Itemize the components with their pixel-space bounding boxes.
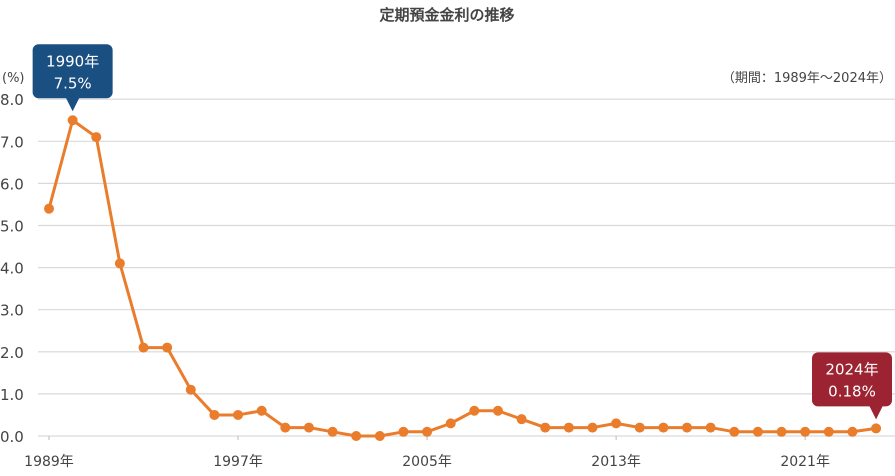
data-point-2009: [516, 414, 527, 425]
data-point-1996: [209, 409, 220, 420]
callout-pointer: [65, 97, 80, 112]
chart-title: 定期預金金利の推移: [379, 6, 514, 24]
callout-pointer: [869, 405, 884, 420]
data-point-1998: [256, 405, 267, 416]
data-point-2013: [611, 418, 622, 429]
x-tick-label: 1989年: [24, 454, 74, 470]
period-note: （期間：1989年〜2024年）: [722, 71, 892, 86]
callout-value: 0.18%: [828, 382, 876, 400]
data-point-2020: [776, 426, 787, 437]
data-point-2023: [847, 426, 858, 437]
data-point-1991: [91, 132, 102, 143]
data-point-2021: [800, 426, 811, 437]
y-tick-label: 7.0: [0, 133, 24, 151]
callout-box: [32, 44, 113, 99]
data-point-2019: [752, 426, 763, 437]
data-point-1994: [162, 342, 173, 353]
data-point-2017: [705, 422, 716, 433]
y-tick-label: 6.0: [0, 175, 24, 193]
data-point-2006: [445, 418, 456, 429]
x-tick-label: 2005年: [402, 454, 452, 470]
callout-year: 1990年: [46, 52, 99, 70]
data-point-2014: [634, 422, 645, 433]
data-point-1997: [233, 409, 244, 420]
y-tick-label: 4.0: [0, 260, 24, 278]
data-point-1989: [44, 203, 54, 214]
data-point-1995: [185, 384, 196, 395]
data-point-2003: [374, 431, 385, 441]
callout-1990: 1990年 7.5%: [32, 44, 113, 112]
callout-box: [812, 352, 892, 407]
data-point-1990: [67, 115, 78, 126]
y-tick-label: 1.0: [0, 386, 24, 404]
y-tick-label: 5.0: [0, 218, 24, 236]
data-point-2016: [682, 422, 693, 433]
data-point-2008: [492, 405, 503, 416]
callout-year: 2024年: [825, 360, 878, 378]
data-point-2011: [563, 422, 574, 433]
callout-2024: 2024年 0.18%: [812, 352, 892, 420]
y-tick-label: 3.0: [0, 302, 24, 320]
series-line: [47, 118, 877, 438]
x-tick-label: 2021年: [780, 454, 830, 470]
x-tick-label: 2013年: [591, 454, 641, 470]
data-point-2015: [658, 422, 669, 433]
data-point-2004: [398, 426, 409, 437]
data-point-2024: [871, 423, 882, 434]
callout-value: 7.5%: [54, 74, 92, 92]
y-tick-label: 2.0: [0, 344, 24, 362]
data-point-2022: [823, 426, 834, 437]
data-point-1999: [280, 422, 291, 433]
data-point-1992: [114, 258, 125, 269]
y-tick-label: 8.0: [0, 91, 24, 109]
data-point-2002: [351, 431, 362, 441]
data-point-2012: [587, 422, 598, 433]
y-axis-unit: (%): [2, 71, 25, 86]
data-point-2000: [303, 422, 314, 433]
x-tick-label: 1997年: [213, 454, 263, 470]
data-point-1993: [138, 342, 149, 353]
data-point-2018: [729, 426, 740, 437]
data-point-2005: [422, 426, 433, 437]
data-point-2010: [540, 422, 551, 433]
y-tick-label: 0.0: [0, 428, 24, 446]
data-point-2001: [327, 426, 338, 437]
data-point-2007: [469, 405, 480, 416]
